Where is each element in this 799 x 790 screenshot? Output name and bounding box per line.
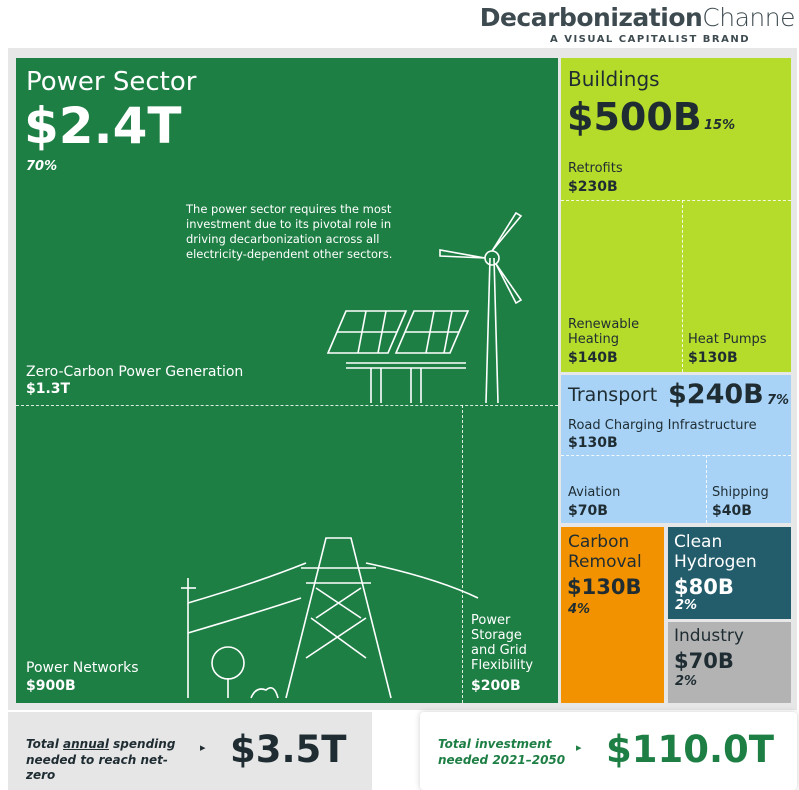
sector-name: Transport [568, 385, 657, 407]
sector-value: $2.4T [24, 98, 181, 156]
annual-label: Total annual spending needed to reach ne… [26, 737, 186, 784]
total-label: Total investment needed 2021–2050 [438, 737, 565, 768]
page: DecarbonizationChanne A VISUAL CAPITALIS… [0, 0, 799, 790]
subsector-name: Power Storage and Grid Flexibility [471, 614, 541, 674]
subsector-value: $130B [688, 350, 738, 366]
sector-value: $70B [674, 649, 734, 673]
subsector-name: Aviation [568, 486, 620, 501]
label-part: Total [26, 737, 59, 751]
sector-note: The power sector requires the most inves… [186, 202, 396, 262]
subsector-name: Retrofits [568, 162, 623, 177]
subsector-name: Renewable Heating [568, 318, 648, 348]
subsector-name: Shipping [712, 486, 769, 501]
label-em: needed 2021–2050 [438, 753, 565, 767]
sector-value: $500B [567, 96, 702, 140]
subsector-value: $900B [26, 678, 76, 694]
total-value: $110.0T [606, 729, 774, 772]
sector-share: 70% [26, 160, 57, 175]
subsector-value: $1.3T [26, 381, 70, 397]
subsector-value: $130B [568, 435, 618, 451]
sector-name: Buildings [568, 68, 660, 91]
subsector-name: Heat Pumps [688, 333, 767, 348]
subsector-value: $230B [568, 179, 618, 195]
tagline: A VISUAL CAPITALIST BRAND [550, 34, 750, 46]
brand: DecarbonizationChanne [480, 4, 795, 33]
brand-light: Channe [702, 3, 795, 32]
subsector-name: Power Networks [26, 660, 139, 676]
sector-share: 2% [675, 599, 697, 614]
sector-share: 4% [568, 603, 590, 618]
sector-name: Power Sector [26, 68, 196, 98]
sector-value: $130B [567, 575, 641, 599]
subsector-value: $70B [568, 503, 608, 519]
arrow: ▸ [200, 742, 206, 755]
subsector-name: Road Charging Infrastructure [568, 419, 757, 434]
brand-bold: Decarbonization [480, 3, 703, 32]
sector-share: 15% [704, 119, 735, 134]
sector-name: Clean Hydrogen [674, 533, 784, 572]
annual-value: $3.5T [230, 729, 347, 772]
arrow: ▸ [576, 742, 582, 755]
sector-share: 2% [675, 675, 697, 690]
subsector-value: $40B [712, 503, 752, 519]
subsector-value: $140B [568, 350, 618, 366]
sector-share: 7% [767, 394, 789, 409]
sector-value: $80B [674, 575, 734, 599]
subsector-name: Zero-Carbon Power Generation [26, 364, 243, 380]
sector-name: Carbon Removal [568, 533, 658, 572]
sector-value: $240B [668, 379, 764, 410]
sector-name: Industry [674, 627, 744, 647]
label-em: annual [63, 737, 109, 751]
subsector-value: $200B [471, 678, 521, 694]
label-part: Total investment [438, 737, 551, 751]
